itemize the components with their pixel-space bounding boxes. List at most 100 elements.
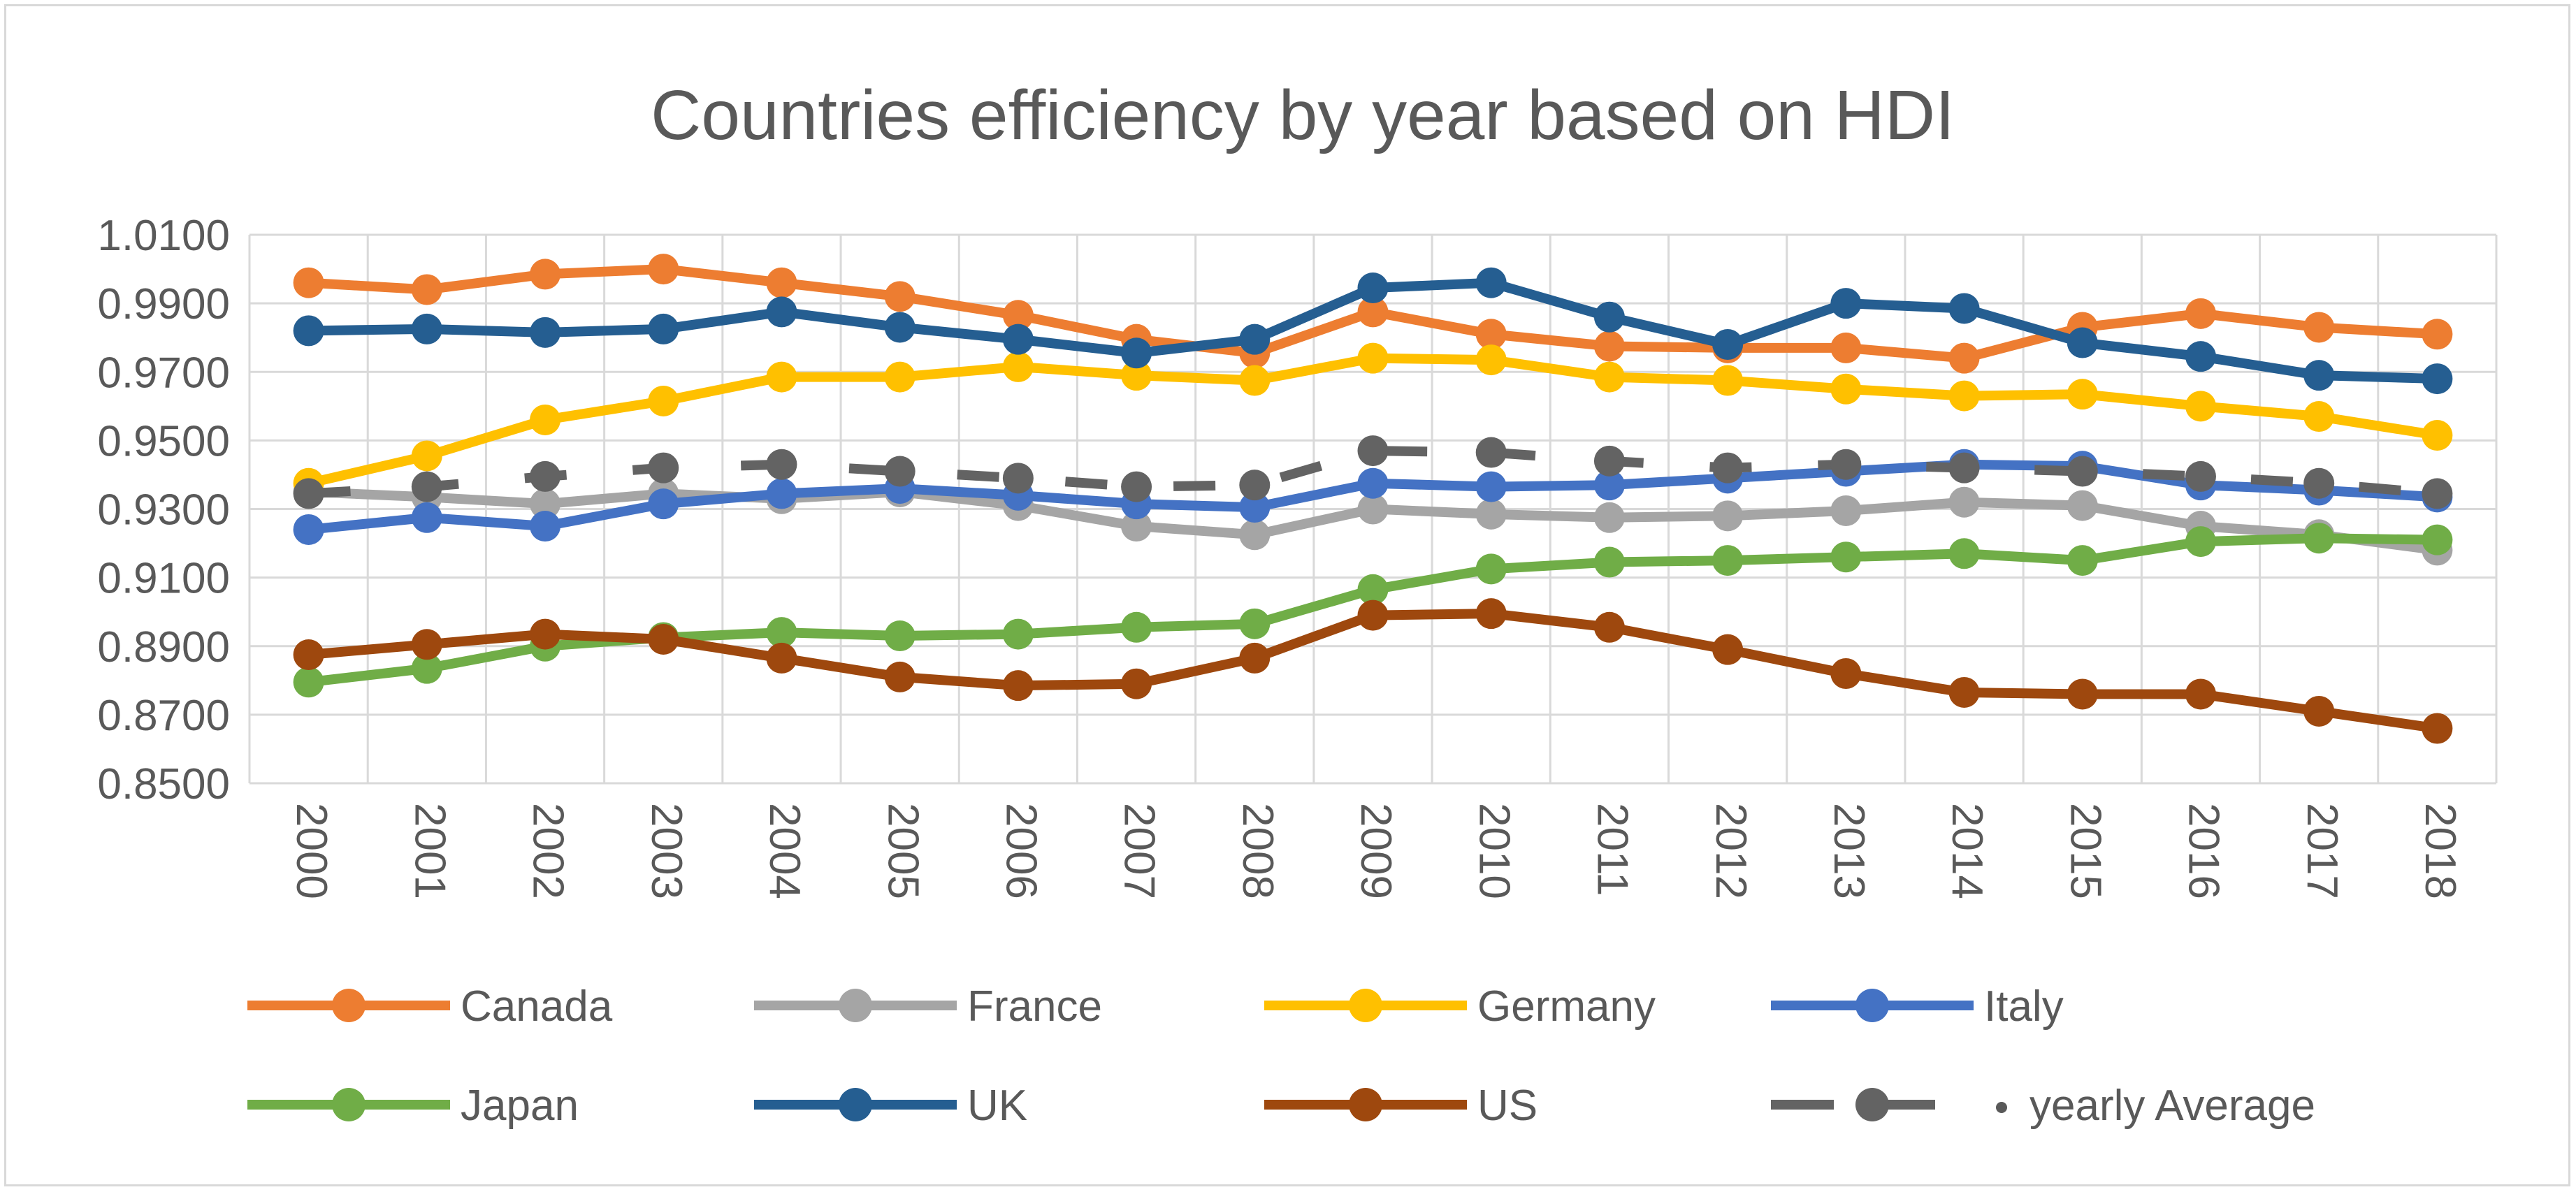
data-point[interactable] bbox=[2303, 312, 2335, 343]
data-point[interactable] bbox=[530, 488, 561, 520]
data-point[interactable] bbox=[2067, 379, 2098, 410]
data-point[interactable] bbox=[1239, 365, 1271, 396]
data-point[interactable] bbox=[1357, 574, 1389, 605]
data-point[interactable] bbox=[648, 488, 679, 520]
data-point[interactable] bbox=[1475, 498, 1507, 530]
data-point[interactable] bbox=[1239, 519, 1271, 551]
data-point[interactable] bbox=[2422, 420, 2453, 451]
data-point[interactable] bbox=[766, 361, 797, 393]
data-point[interactable] bbox=[1830, 332, 1862, 363]
data-point[interactable] bbox=[884, 620, 916, 652]
data-point[interactable] bbox=[293, 478, 324, 509]
data-point[interactable] bbox=[1002, 324, 1034, 355]
data-point[interactable] bbox=[1593, 470, 1625, 501]
data-point[interactable] bbox=[2067, 545, 2098, 576]
data-point[interactable] bbox=[1712, 634, 1744, 665]
data-point[interactable] bbox=[1593, 546, 1625, 578]
data-point[interactable] bbox=[1593, 361, 1625, 393]
data-point[interactable] bbox=[766, 478, 797, 509]
data-point[interactable] bbox=[1830, 495, 1862, 526]
data-point[interactable] bbox=[293, 267, 324, 298]
data-point[interactable] bbox=[1475, 437, 1507, 468]
data-point[interactable] bbox=[1121, 337, 1152, 369]
data-point[interactable] bbox=[411, 274, 442, 305]
data-point[interactable] bbox=[1475, 598, 1507, 630]
data-point[interactable] bbox=[1121, 511, 1152, 542]
data-point[interactable] bbox=[884, 661, 916, 692]
data-point[interactable] bbox=[884, 361, 916, 393]
data-point[interactable] bbox=[2422, 363, 2453, 395]
data-point[interactable] bbox=[530, 511, 561, 542]
data-point[interactable] bbox=[1121, 611, 1152, 643]
data-point[interactable] bbox=[648, 254, 679, 285]
data-point[interactable] bbox=[1593, 611, 1625, 643]
data-point[interactable] bbox=[530, 618, 561, 650]
data-point[interactable] bbox=[1002, 618, 1034, 650]
data-point[interactable] bbox=[411, 471, 442, 502]
data-point[interactable] bbox=[1475, 471, 1507, 502]
data-point[interactable] bbox=[2422, 713, 2453, 744]
data-point[interactable] bbox=[2067, 678, 2098, 710]
data-point[interactable] bbox=[530, 404, 561, 435]
data-point[interactable] bbox=[2067, 456, 2098, 487]
data-point[interactable] bbox=[293, 667, 324, 698]
data-point[interactable] bbox=[1239, 608, 1271, 639]
data-point[interactable] bbox=[2303, 360, 2335, 391]
data-point[interactable] bbox=[1357, 435, 1389, 467]
data-point[interactable] bbox=[1357, 599, 1389, 631]
data-point[interactable] bbox=[1830, 373, 1862, 405]
data-point[interactable] bbox=[1239, 492, 1271, 523]
data-point[interactable] bbox=[1948, 676, 1980, 708]
data-point[interactable] bbox=[1121, 471, 1152, 502]
data-point[interactable] bbox=[2185, 298, 2216, 329]
data-point[interactable] bbox=[1830, 542, 1862, 573]
data-point[interactable] bbox=[1830, 449, 1862, 480]
data-point[interactable] bbox=[648, 385, 679, 416]
data-point[interactable] bbox=[1712, 329, 1744, 360]
data-point[interactable] bbox=[530, 259, 561, 290]
data-point[interactable] bbox=[1593, 330, 1625, 362]
data-point[interactable] bbox=[1948, 342, 1980, 374]
data-point[interactable] bbox=[1830, 658, 1862, 689]
data-point[interactable] bbox=[411, 313, 442, 344]
data-point[interactable] bbox=[411, 440, 442, 472]
data-point[interactable] bbox=[766, 296, 797, 328]
data-point[interactable] bbox=[766, 642, 797, 674]
data-point[interactable] bbox=[1475, 267, 1507, 298]
data-point[interactable] bbox=[1357, 272, 1389, 304]
data-point[interactable] bbox=[411, 629, 442, 660]
data-point[interactable] bbox=[1357, 467, 1389, 499]
data-point[interactable] bbox=[2185, 460, 2216, 492]
data-point[interactable] bbox=[1948, 452, 1980, 484]
data-point[interactable] bbox=[530, 460, 561, 492]
data-point[interactable] bbox=[1475, 344, 1507, 376]
data-point[interactable] bbox=[766, 617, 797, 648]
data-point[interactable] bbox=[293, 315, 324, 347]
data-point[interactable] bbox=[884, 312, 916, 343]
data-point[interactable] bbox=[1593, 502, 1625, 533]
data-point[interactable] bbox=[293, 639, 324, 671]
data-point[interactable] bbox=[884, 456, 916, 487]
data-point[interactable] bbox=[2303, 401, 2335, 433]
data-point[interactable] bbox=[1357, 342, 1389, 374]
data-point[interactable] bbox=[2422, 524, 2453, 555]
data-point[interactable] bbox=[1239, 642, 1271, 674]
data-point[interactable] bbox=[2422, 319, 2453, 350]
data-point[interactable] bbox=[1357, 493, 1389, 525]
data-point[interactable] bbox=[1948, 293, 1980, 324]
data-point[interactable] bbox=[2067, 490, 2098, 521]
data-point[interactable] bbox=[648, 623, 679, 655]
data-point[interactable] bbox=[2185, 341, 2216, 372]
data-point[interactable] bbox=[411, 653, 442, 684]
data-point[interactable] bbox=[530, 317, 561, 348]
data-point[interactable] bbox=[1002, 300, 1034, 331]
data-point[interactable] bbox=[2185, 526, 2216, 558]
data-point[interactable] bbox=[1948, 486, 1980, 518]
data-point[interactable] bbox=[1357, 296, 1389, 328]
data-point[interactable] bbox=[2303, 695, 2335, 727]
data-point[interactable] bbox=[884, 281, 916, 312]
data-point[interactable] bbox=[1002, 351, 1034, 382]
data-point[interactable] bbox=[648, 313, 679, 344]
data-point[interactable] bbox=[2185, 678, 2216, 710]
data-point[interactable] bbox=[1002, 463, 1034, 494]
